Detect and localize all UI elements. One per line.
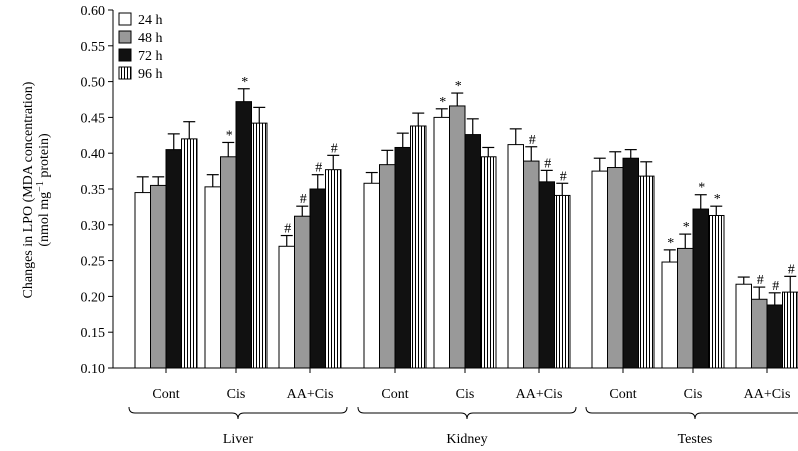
category-label: AA+Cis [287,387,334,402]
group-brace [586,407,798,419]
bar [709,215,725,368]
category-label: AA+Cis [516,387,563,402]
significance-hash: # [560,169,567,184]
category-label: Cis [456,387,475,402]
y-axis-label: Changes in LPO (MDA concentration) (nmol… [21,81,52,298]
bar [592,171,608,368]
legend-swatch [119,13,131,25]
bar [508,145,524,368]
significance-hash: # [315,161,322,176]
bar [182,139,198,368]
group-label: Kidney [446,432,487,447]
legend-label: 72 h [138,49,163,64]
bars [135,89,798,368]
legend: 24 h 48 h 72 h 96 h [119,13,163,82]
bar [608,168,624,368]
y-tick-label: 0.60 [81,4,106,19]
y-tick-label: 0.40 [81,147,106,162]
y-tick-label: 0.20 [81,290,106,305]
y-tick-label: 0.55 [81,40,106,55]
significance-asterisk: * [455,79,462,94]
legend-swatch [119,31,131,43]
category-label: Cis [227,387,246,402]
bar [736,284,752,368]
y-tick-label: 0.10 [81,362,106,377]
bar [166,150,182,368]
bar [524,161,540,368]
bar [151,185,167,368]
bar [434,117,450,368]
legend-swatch [119,49,131,61]
y-tick-label: 0.30 [81,219,106,234]
bar [465,135,481,368]
bar [395,147,411,368]
bar [205,187,221,368]
y-tick-label: 0.45 [81,111,106,126]
bar [326,170,342,368]
group-brace [129,407,347,419]
bar [623,158,639,368]
bar [693,209,709,368]
bar [135,193,151,368]
legend-label: 24 h [138,13,163,28]
significance-asterisk: * [683,220,690,235]
legend-swatch [119,67,131,79]
bar [752,299,768,368]
bar [411,126,427,368]
y-axis-label-line1: Changes in LPO (MDA concentration) [21,81,36,298]
y-axis-unit-sup: −1 [35,181,46,192]
legend-label: 96 h [138,67,163,82]
bar [678,248,694,368]
group-brace [358,407,576,419]
group-label: Liver [223,432,254,447]
significance-hash: # [284,222,291,237]
bar [767,305,783,368]
significance-asterisk: * [667,236,674,251]
bar [481,157,497,368]
bar [639,176,655,368]
significance-asterisk: * [241,75,248,90]
significance-hash: # [772,279,779,294]
significance-hash: # [544,156,551,171]
bar [450,106,466,368]
bar [221,157,237,368]
category-label: AA+Cis [744,387,791,402]
bar [252,123,268,368]
bar [555,195,571,368]
y-tick-label: 0.50 [81,76,106,91]
y-tick-label: 0.15 [81,326,106,341]
y-axis-label-line2: (nmol mg−1 protein) [35,133,52,247]
bar [279,246,295,368]
category-label: Cis [684,387,703,402]
significance-asterisk: * [698,181,705,196]
significance-asterisk: * [439,95,446,110]
significance-hash: # [788,262,795,277]
significance-asterisk: * [226,128,233,143]
bar [236,102,252,368]
significance-hash: # [757,273,764,288]
significance-hash: # [331,141,338,156]
y-axis-unit-b: protein) [37,133,52,181]
legend-label: 48 h [138,31,163,46]
significance-asterisk: * [714,192,721,207]
bar [310,189,326,368]
group-label: Testes [678,432,713,447]
y-tick-label: 0.25 [81,255,106,270]
significance-hash: # [300,192,307,207]
category-label: Cont [381,387,408,402]
significance-hash: # [529,133,536,148]
y-tick-label: 0.35 [81,183,106,198]
bar [380,165,396,368]
bar [364,183,380,368]
category-label: Cont [609,387,636,402]
bar [662,262,678,368]
y-axis-unit-a: (nmol mg [37,192,52,247]
bar [539,182,555,368]
bar [295,216,311,368]
category-label: Cont [152,387,179,402]
bar [783,292,798,368]
